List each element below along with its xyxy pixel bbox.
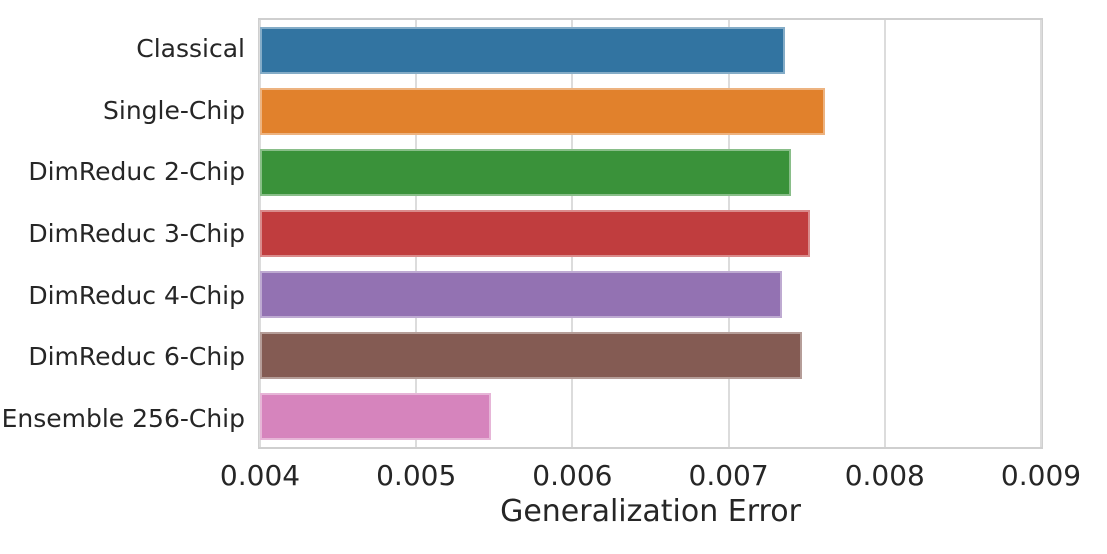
x-axis-title: Generalization Error <box>500 494 801 529</box>
y-tick-row: Single-Chip <box>0 80 245 142</box>
bar-dimreduc-4-chip <box>260 271 782 318</box>
bar-single-chip <box>260 88 826 135</box>
x-tick-label: 0.006 <box>532 459 613 492</box>
y-tick-row: DimReduc 3-Chip <box>0 203 245 265</box>
gridline <box>1040 20 1042 447</box>
y-tick-label-ensemble-256-chip: Ensemble 256-Chip <box>1 403 245 433</box>
bars <box>260 20 1041 447</box>
bar-dimreduc-3-chip <box>260 210 810 257</box>
x-tick-label: 0.009 <box>1000 459 1082 492</box>
bar-classical <box>260 27 785 74</box>
y-tick-row: DimReduc 4-Chip <box>0 264 245 326</box>
plot-area <box>258 18 1043 449</box>
bar-ensemble-256-chip <box>260 393 492 440</box>
y-tick-label-single-chip: Single-Chip <box>103 95 245 125</box>
bar-row <box>260 142 1041 203</box>
y-tick-row: Ensemble 256-Chip <box>0 387 245 449</box>
x-tick-label: 0.007 <box>688 459 769 492</box>
bar-row <box>260 386 1041 447</box>
y-tick-label-dimreduc-3-chip: DimReduc 3-Chip <box>28 219 245 249</box>
bar-dimreduc-2-chip <box>260 149 792 196</box>
y-tick-label-dimreduc-6-chip: DimReduc 6-Chip <box>28 342 245 372</box>
y-tick-label-classical: Classical <box>136 34 245 64</box>
x-tick-label: 0.008 <box>844 459 925 492</box>
x-tick-label: 0.004 <box>219 459 301 492</box>
y-tick-row: DimReduc 6-Chip <box>0 326 245 388</box>
y-axis-labels: Classical Single-Chip DimReduc 2-Chip DimRe… <box>0 18 245 449</box>
y-tick-label-dimreduc-4-chip: DimReduc 4-Chip <box>28 280 245 310</box>
bar-row <box>260 203 1041 264</box>
bar-row <box>260 264 1041 325</box>
y-tick-row: DimReduc 2-Chip <box>0 141 245 203</box>
x-tick-label: 0.005 <box>376 459 457 492</box>
bar-dimreduc-6-chip <box>260 332 802 379</box>
gridline <box>883 20 886 447</box>
x-tick-labels: 0.004 0.005 0.006 0.007 0.008 0.009 <box>220 459 1081 495</box>
bar-row <box>260 325 1041 386</box>
y-tick-label-dimreduc-2-chip: DimReduc 2-Chip <box>28 157 245 187</box>
bar-row <box>260 20 1041 81</box>
y-tick-row: Classical <box>0 18 245 80</box>
bar-row <box>260 81 1041 142</box>
